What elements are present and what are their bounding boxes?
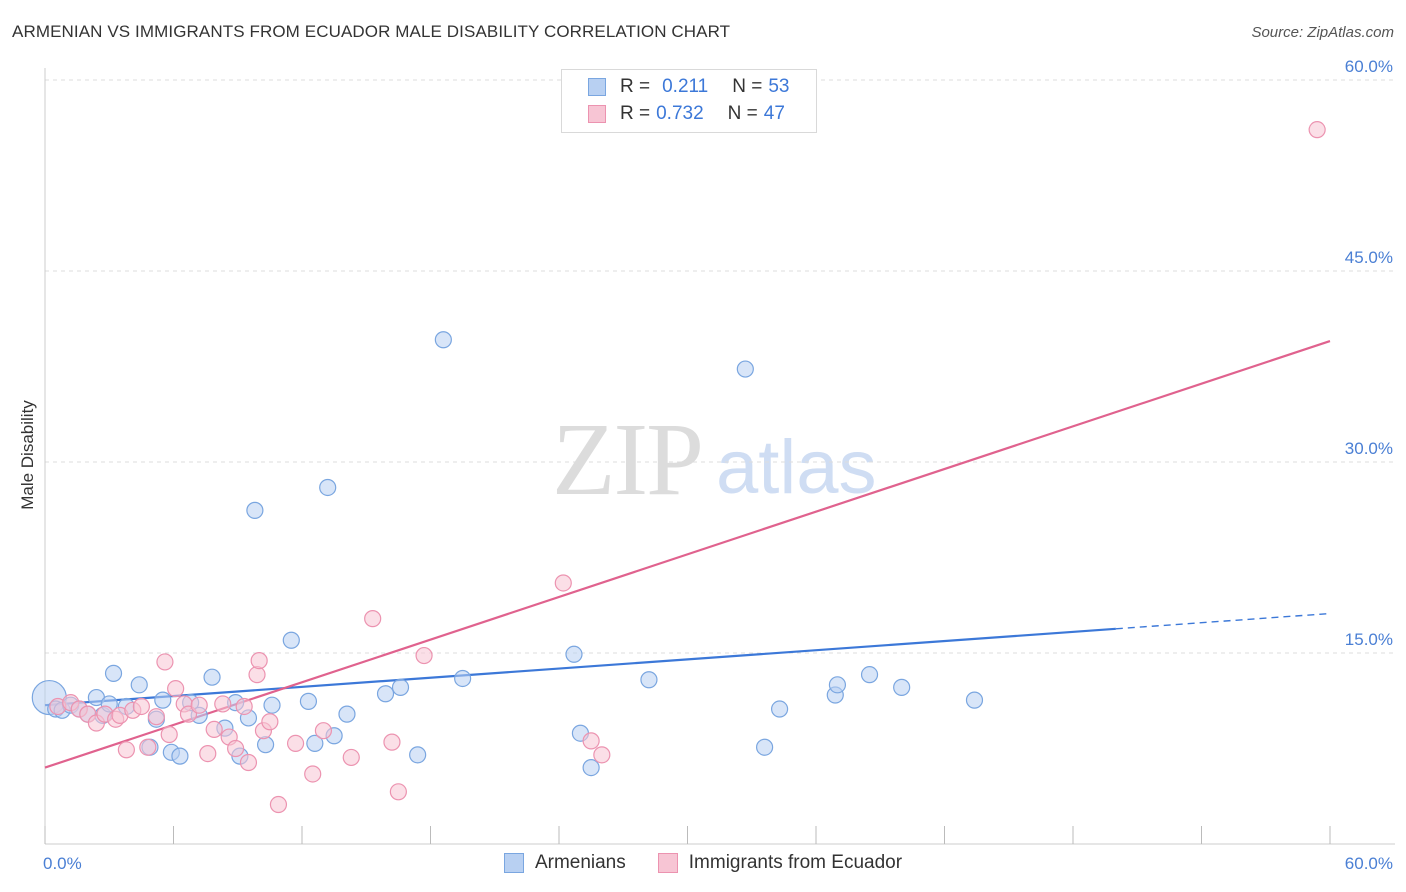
n-label: N = xyxy=(727,103,758,124)
point-ecuador xyxy=(250,652,268,670)
point-ecuador xyxy=(364,610,382,628)
point-ecuador xyxy=(156,653,174,671)
point-ecuador xyxy=(147,708,165,726)
point-armenians xyxy=(338,705,356,723)
source-attribution: Source: ZipAtlas.com xyxy=(1251,24,1394,41)
trend-line-armenians xyxy=(44,627,1116,707)
point-ecuador xyxy=(167,680,185,698)
trend-extension-armenians xyxy=(1115,612,1331,630)
point-ecuador xyxy=(139,738,157,756)
point-ecuador xyxy=(593,746,611,764)
y-tick-label: 30.0% xyxy=(1345,439,1393,458)
point-ecuador xyxy=(383,733,401,751)
point-armenians xyxy=(565,645,583,663)
point-ecuador xyxy=(415,646,433,665)
point-ecuador xyxy=(199,744,217,763)
point-armenians xyxy=(154,691,172,709)
point-armenians xyxy=(640,671,658,689)
point-armenians xyxy=(376,685,395,703)
point-ecuador xyxy=(227,739,245,758)
point-ecuador xyxy=(269,795,288,814)
point-armenians xyxy=(171,747,189,765)
chart-title: ARMENIAN VS IMMIGRANTS FROM ECUADOR MALE… xyxy=(12,22,731,41)
point-armenians xyxy=(263,696,281,714)
r-value: 0.211 xyxy=(662,76,709,97)
n-value: 53 xyxy=(768,76,790,97)
point-armenians xyxy=(246,501,264,519)
y-tick-label: 15.0% xyxy=(1345,630,1393,649)
point-armenians xyxy=(409,746,427,764)
point-ecuador xyxy=(190,696,208,714)
data-points xyxy=(31,121,1326,814)
point-armenians xyxy=(582,758,600,777)
correlation-legend: R = 0.211 N = 53 R = 0.732 N = 47 xyxy=(561,69,817,133)
legend-item-ecuador[interactable]: Immigrants from Ecuador xyxy=(657,852,903,874)
legend-row-ecuador: R = 0.732 N = 47 xyxy=(588,102,785,126)
r-label: R = xyxy=(620,76,651,97)
legend-item-armenians[interactable]: Armenians xyxy=(503,852,626,874)
ecuador-swatch xyxy=(657,853,678,873)
point-armenians xyxy=(130,676,148,694)
point-ecuador xyxy=(248,666,266,684)
point-armenians xyxy=(203,668,221,686)
point-armenians xyxy=(319,478,337,497)
point-armenians xyxy=(965,691,984,709)
point-ecuador xyxy=(582,732,600,750)
gridlines xyxy=(45,79,1395,654)
point-ecuador xyxy=(235,697,253,716)
point-armenians xyxy=(454,669,472,688)
point-ecuador xyxy=(214,695,232,713)
point-armenians xyxy=(299,692,318,710)
axes xyxy=(44,68,1395,845)
point-armenians xyxy=(434,331,452,349)
y-tick-label: 45.0% xyxy=(1345,248,1393,267)
point-ecuador xyxy=(205,720,223,739)
point-armenians xyxy=(736,360,754,378)
point-ecuador xyxy=(160,725,178,744)
point-armenians xyxy=(391,678,410,696)
point-ecuador xyxy=(239,753,258,772)
point-armenians xyxy=(860,666,879,684)
point-armenians xyxy=(755,738,774,756)
r-label: R = xyxy=(620,103,651,124)
tick-labels: 15.0% 30.0% 45.0% 60.0% 0.0% 60.0% xyxy=(43,57,1393,873)
point-ecuador xyxy=(1308,121,1326,139)
point-armenians xyxy=(306,734,324,753)
point-armenians xyxy=(770,700,789,718)
point-ecuador xyxy=(132,697,150,716)
point-ecuador xyxy=(314,722,333,740)
trend-line-ecuador xyxy=(44,339,1331,769)
point-ecuador xyxy=(304,765,322,783)
point-armenians xyxy=(828,676,847,694)
series-legend: Armenians Immigrants from Ecuador xyxy=(0,852,1406,874)
point-ecuador xyxy=(342,748,360,767)
point-armenians xyxy=(104,664,123,682)
armenians-swatch xyxy=(503,853,524,873)
point-ecuador xyxy=(389,783,407,801)
point-ecuador xyxy=(554,574,572,592)
armenians-swatch xyxy=(588,78,606,96)
legend-label: Armenians xyxy=(534,852,626,873)
legend-row-armenians: R = 0.211 N = 53 xyxy=(588,75,790,99)
trend-lines xyxy=(44,339,1331,769)
point-armenians xyxy=(893,678,911,696)
point-armenians xyxy=(282,631,300,649)
y-tick-label: 60.0% xyxy=(1345,57,1393,76)
point-ecuador xyxy=(261,713,279,731)
x-tick-label: 60.0% xyxy=(1345,854,1393,873)
watermark-atlas: atlas xyxy=(716,425,877,510)
x-tick-label: 0.0% xyxy=(43,854,82,873)
n-label: N = xyxy=(732,76,763,97)
legend-label: Immigrants from Ecuador xyxy=(688,852,903,873)
point-armenians xyxy=(256,736,275,754)
point-ecuador xyxy=(117,741,135,759)
r-value: 0.732 xyxy=(656,103,704,124)
ecuador-swatch xyxy=(588,105,606,123)
watermark-zip: ZIP xyxy=(552,402,704,517)
n-value: 47 xyxy=(763,103,785,124)
point-ecuador xyxy=(286,734,305,753)
